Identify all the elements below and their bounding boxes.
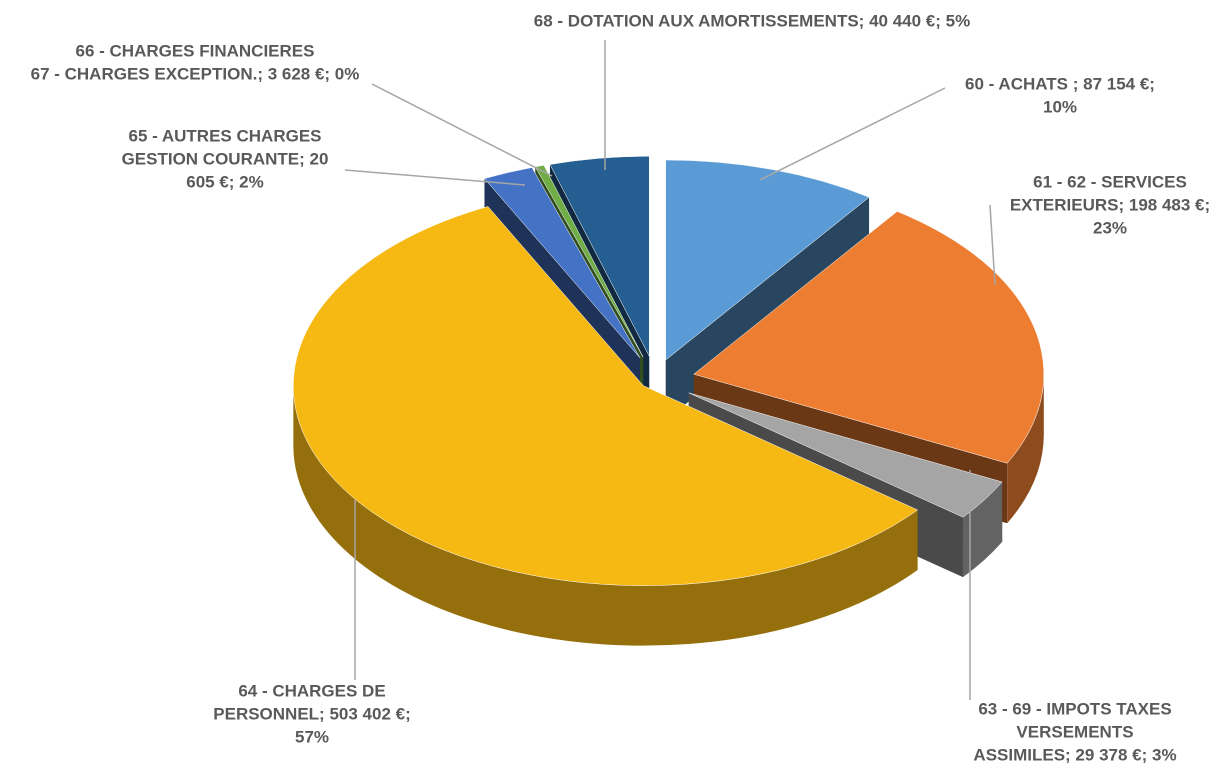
data-label: GESTION COURANTE; 20 — [122, 149, 329, 168]
slice-top — [549, 155, 650, 357]
slice-side — [293, 385, 918, 646]
data-label: 66 - CHARGES FINANCIERES — [76, 41, 315, 60]
data-label: 10% — [1043, 97, 1077, 116]
data-label: ASSIMILES; 29 378 €; 3% — [973, 745, 1176, 763]
data-label: 23% — [1093, 218, 1127, 237]
slice-top — [293, 206, 919, 586]
data-label: 605 €; 2% — [186, 172, 264, 191]
data-label: 67 - CHARGES EXCEPTION.; 3 628 €; 0% — [31, 64, 360, 83]
data-label: 68 - DOTATION AUX AMORTISSEMENTS; 40 440… — [534, 11, 970, 30]
slice-top — [665, 159, 870, 361]
data-label: 63 - 69 - IMPOTS TAXES — [978, 699, 1171, 718]
data-label: 64 - CHARGES DE — [238, 681, 385, 700]
leader-line — [344, 169, 526, 186]
data-label: 57% — [295, 727, 329, 746]
data-label: PERSONNEL; 503 402 €; — [213, 704, 410, 723]
data-label: 60 - ACHATS ; 87 154 €; — [965, 74, 1155, 93]
leader-line — [759, 87, 946, 181]
leader-line — [989, 204, 996, 286]
data-label: 65 - AUTRES CHARGES — [128, 126, 321, 145]
slice-top — [484, 167, 641, 358]
data-label: 61 - 62 - SERVICES — [1033, 172, 1187, 191]
slice-top — [693, 211, 1044, 464]
data-label: VERSEMENTS — [1016, 722, 1133, 741]
slice — [293, 206, 919, 646]
slice-side — [1007, 374, 1044, 524]
leader-line — [371, 83, 553, 177]
slice-top — [688, 392, 1003, 518]
data-label: EXTERIEURS; 198 483 €; — [1010, 195, 1210, 214]
slice-side — [962, 481, 1003, 578]
